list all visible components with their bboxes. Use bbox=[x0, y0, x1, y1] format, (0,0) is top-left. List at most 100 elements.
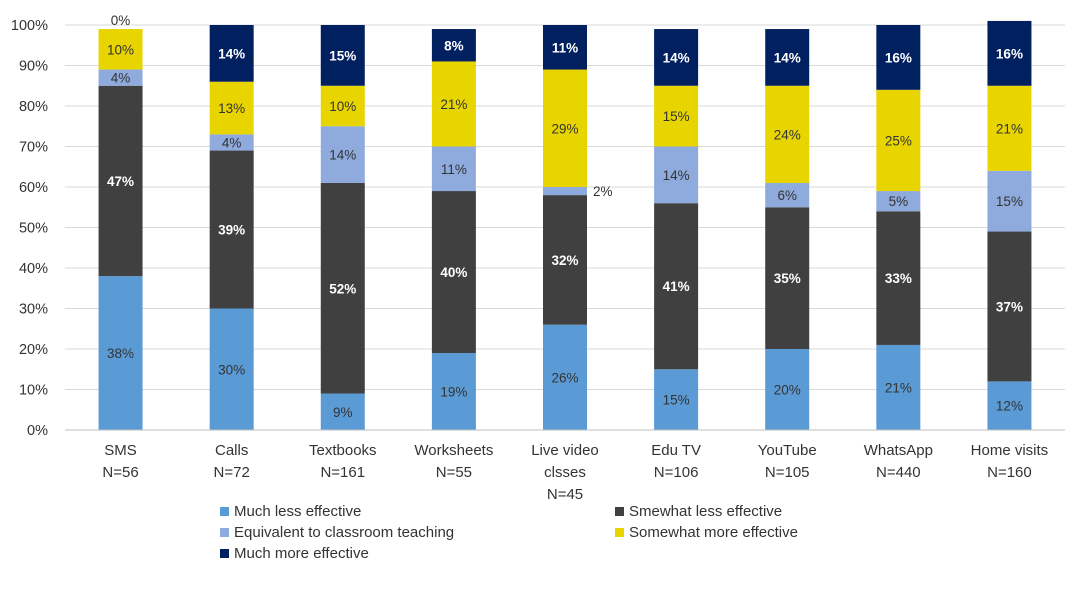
legend-item: Much more effective bbox=[220, 545, 369, 562]
data-label: 20% bbox=[774, 383, 801, 398]
data-label: 2% bbox=[593, 184, 613, 199]
x-tick-label: N=160 bbox=[987, 464, 1032, 481]
legend-label: Smewhat less effective bbox=[629, 503, 783, 520]
data-label: 10% bbox=[329, 99, 356, 114]
legend-swatch bbox=[615, 528, 624, 537]
data-label: 15% bbox=[663, 393, 690, 408]
data-label: 16% bbox=[996, 46, 1023, 61]
data-label: 29% bbox=[551, 121, 578, 136]
legend-swatch bbox=[615, 507, 624, 516]
data-label: 4% bbox=[222, 135, 242, 150]
y-tick-label: 70% bbox=[19, 140, 48, 156]
data-label: 0% bbox=[111, 13, 131, 28]
legend-label: Much more effective bbox=[234, 545, 369, 562]
data-label: 4% bbox=[111, 71, 131, 86]
data-label: 12% bbox=[996, 399, 1023, 414]
bar-segment bbox=[765, 349, 810, 430]
y-tick-label: 50% bbox=[19, 221, 48, 237]
data-label: 19% bbox=[440, 385, 467, 400]
bar-segment bbox=[98, 69, 143, 86]
bar-segment bbox=[431, 29, 476, 62]
data-label: 33% bbox=[885, 271, 912, 286]
x-axis: SMS N=56 Calls N=72 Textbooks N=161 Worksheets… bbox=[65, 429, 1065, 500]
data-label: 47% bbox=[107, 174, 134, 189]
data-label: 21% bbox=[996, 121, 1023, 136]
data-label: 38% bbox=[107, 346, 134, 361]
y-tick-label: 100% bbox=[11, 18, 48, 34]
x-tick-label: N=105 bbox=[765, 464, 810, 481]
bar-segment bbox=[987, 85, 1032, 171]
data-label: 25% bbox=[885, 133, 912, 148]
bar-segment bbox=[765, 85, 810, 183]
y-axis: 0% 10% 20% 30% 40% 50% 60% 70% 80% 90% 100% bbox=[11, 18, 48, 439]
bar-segment bbox=[876, 25, 921, 90]
bar-segment bbox=[987, 231, 1032, 382]
data-label: 15% bbox=[329, 48, 356, 63]
bar-segment bbox=[543, 195, 587, 325]
bar-segment bbox=[543, 187, 587, 196]
legend-item: Somewhat more effective bbox=[615, 524, 798, 541]
bar-segment bbox=[431, 191, 476, 354]
data-label: 14% bbox=[329, 148, 356, 163]
y-tick-label: 40% bbox=[19, 261, 48, 277]
data-label: 14% bbox=[218, 46, 245, 61]
bar-segment bbox=[98, 276, 143, 430]
bar-segment bbox=[320, 182, 365, 394]
bar-segment bbox=[987, 381, 1032, 430]
data-label: 10% bbox=[107, 42, 134, 57]
data-label: 26% bbox=[551, 370, 578, 385]
bar-segment bbox=[320, 393, 365, 430]
data-label: 21% bbox=[885, 380, 912, 395]
bar-segment bbox=[209, 134, 254, 151]
y-tick-label: 20% bbox=[19, 342, 48, 358]
legend-item: Equivalent to classroom teaching bbox=[220, 524, 454, 541]
y-tick-label: 80% bbox=[19, 99, 48, 115]
bar-segment bbox=[209, 25, 254, 82]
bar-segment bbox=[876, 344, 921, 430]
bar-segment bbox=[209, 308, 254, 430]
data-label: 13% bbox=[218, 101, 245, 116]
stacked-bar-chart: 0% 10% 20% 30% 40% 50% 60% 70% 80% 90% 100% 38% 47%… bbox=[11, 13, 1065, 500]
bar-segment bbox=[876, 211, 921, 345]
bar-segment bbox=[987, 170, 1032, 232]
bar-segment bbox=[98, 29, 143, 70]
bar-segment bbox=[765, 182, 810, 208]
x-tick-label: N=161 bbox=[320, 464, 365, 481]
data-label: 8% bbox=[444, 38, 464, 53]
bar-segment bbox=[209, 150, 254, 309]
bar-segment bbox=[654, 85, 699, 147]
legend-swatch bbox=[220, 528, 229, 537]
data-label: 14% bbox=[663, 168, 690, 183]
data-label: 37% bbox=[996, 299, 1023, 314]
data-label: 39% bbox=[218, 223, 245, 238]
x-tick-label: Live video bbox=[531, 442, 599, 459]
data-label: 30% bbox=[218, 362, 245, 377]
x-tick-label: Home visits bbox=[971, 442, 1049, 459]
y-tick-label: 0% bbox=[27, 423, 48, 439]
bar-segment bbox=[543, 69, 587, 187]
data-label: 11% bbox=[552, 40, 578, 55]
x-tick-label: N=55 bbox=[436, 464, 472, 481]
bar-segment bbox=[431, 61, 476, 147]
y-tick-label: 60% bbox=[19, 180, 48, 196]
data-label: 14% bbox=[663, 50, 690, 65]
data-label: 24% bbox=[774, 127, 801, 142]
bar-segment bbox=[654, 369, 699, 430]
data-label: 9% bbox=[333, 405, 353, 420]
data-label: 15% bbox=[663, 109, 690, 124]
y-tick-label: 10% bbox=[19, 383, 48, 399]
bar-segment bbox=[876, 191, 921, 212]
x-tick-label: Textbooks bbox=[309, 442, 377, 459]
x-tick-label: Edu TV bbox=[651, 442, 701, 459]
x-tick-label: SMS bbox=[104, 442, 137, 459]
bar-segment bbox=[543, 25, 587, 70]
data-label: 41% bbox=[663, 279, 690, 294]
legend-swatch bbox=[220, 549, 229, 558]
bar-segment bbox=[765, 29, 810, 86]
legend-label: Equivalent to classroom teaching bbox=[234, 524, 455, 541]
legend-item: Much less effective bbox=[220, 503, 361, 520]
bar-segment bbox=[654, 29, 699, 86]
data-label: 16% bbox=[885, 50, 912, 65]
data-label: 15% bbox=[996, 194, 1023, 209]
data-label: 6% bbox=[777, 188, 797, 203]
